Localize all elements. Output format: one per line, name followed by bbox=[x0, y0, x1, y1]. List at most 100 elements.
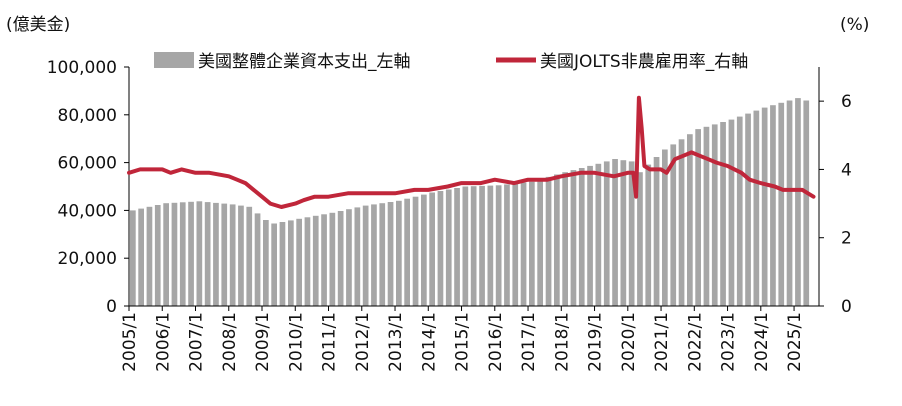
bar bbox=[745, 113, 751, 306]
x-tick-label: 2025/1 bbox=[785, 312, 805, 372]
bar bbox=[312, 215, 319, 306]
right-tick-label: 0 bbox=[841, 297, 852, 317]
x-tick-label: 2017/1 bbox=[519, 312, 539, 372]
bar bbox=[529, 181, 535, 306]
bar bbox=[188, 201, 194, 306]
bar bbox=[279, 222, 286, 306]
x-tick-label: 2005/1 bbox=[120, 312, 140, 372]
right-axis-unit: (%) bbox=[840, 15, 869, 35]
bar bbox=[263, 220, 269, 306]
bar bbox=[545, 176, 552, 306]
hiring-rate-line bbox=[127, 95, 816, 209]
bar bbox=[637, 172, 643, 306]
bar bbox=[512, 183, 519, 306]
legend-line-label: 美國JOLTS非農雇用率_右軸 bbox=[540, 52, 748, 72]
bar bbox=[487, 185, 494, 306]
bar bbox=[246, 206, 253, 306]
bar bbox=[587, 165, 593, 306]
left-tick-label: 60,000 bbox=[58, 154, 117, 174]
bar bbox=[770, 105, 776, 306]
bar bbox=[387, 202, 394, 306]
x-tick-label: 2010/1 bbox=[286, 312, 306, 372]
bar bbox=[495, 185, 502, 306]
x-tick-label: 2023/1 bbox=[719, 312, 739, 372]
bar bbox=[130, 210, 136, 306]
bar bbox=[612, 159, 618, 306]
bar bbox=[537, 179, 543, 306]
line-series bbox=[127, 95, 816, 209]
bar bbox=[462, 186, 469, 306]
x-tick-label: 2020/1 bbox=[619, 312, 639, 372]
bar bbox=[578, 168, 585, 306]
bar bbox=[213, 202, 219, 306]
x-tick-label: 2024/1 bbox=[752, 312, 772, 372]
bar bbox=[288, 220, 294, 306]
bar bbox=[470, 186, 477, 306]
bar bbox=[321, 214, 327, 306]
bar bbox=[803, 100, 810, 306]
tick-labels: 0 20,000 40,000 60,000 80,000 100,000 0 2 4 6 2005… bbox=[47, 58, 852, 372]
x-tick-label: 2009/1 bbox=[253, 312, 273, 372]
bar bbox=[379, 203, 386, 306]
left-tick-label: 0 bbox=[106, 297, 117, 317]
bar bbox=[454, 188, 460, 306]
bar bbox=[628, 161, 635, 306]
x-tick-label: 2015/1 bbox=[453, 312, 473, 372]
right-tick-label: 2 bbox=[841, 229, 852, 249]
bar bbox=[371, 204, 377, 306]
x-tick-label: 2016/1 bbox=[486, 312, 506, 372]
bar bbox=[221, 203, 228, 306]
legend-bar-label: 美國整體企業資本支出_左軸 bbox=[198, 52, 411, 72]
bar bbox=[396, 200, 402, 306]
bar bbox=[204, 202, 211, 306]
bar bbox=[196, 201, 203, 306]
bar bbox=[761, 107, 768, 306]
bar bbox=[354, 207, 361, 306]
bar bbox=[271, 223, 277, 306]
bar bbox=[595, 163, 602, 306]
bar bbox=[479, 185, 485, 306]
bar bbox=[412, 196, 419, 306]
x-tick-label: 2018/1 bbox=[552, 312, 572, 372]
legend: 美國整體企業資本支出_左軸 美國JOLTS非農雇用率_右軸 bbox=[154, 52, 748, 72]
bar bbox=[421, 194, 427, 306]
x-tick-label: 2008/1 bbox=[220, 312, 240, 372]
bar bbox=[670, 144, 677, 306]
bar bbox=[163, 203, 169, 306]
bar bbox=[445, 189, 452, 306]
bar bbox=[711, 124, 718, 307]
x-tick-label: 2022/1 bbox=[685, 312, 705, 372]
bar bbox=[620, 160, 627, 306]
bar bbox=[720, 122, 726, 306]
x-tick-label: 2019/1 bbox=[586, 312, 606, 372]
bar bbox=[645, 164, 652, 306]
bar bbox=[238, 205, 244, 306]
bar bbox=[687, 134, 693, 306]
bar bbox=[753, 110, 760, 306]
bar bbox=[154, 205, 161, 306]
left-axis-unit: (億美金) bbox=[6, 15, 70, 35]
x-tick-label: 2007/1 bbox=[187, 312, 207, 372]
bar bbox=[337, 211, 344, 306]
axes bbox=[128, 67, 820, 307]
bar bbox=[362, 205, 369, 306]
x-tick-label: 2014/1 bbox=[419, 312, 439, 372]
bar bbox=[171, 202, 178, 306]
left-tick-label: 100,000 bbox=[47, 58, 117, 78]
bar bbox=[329, 212, 336, 306]
bar bbox=[429, 192, 435, 306]
x-tick-label: 2011/1 bbox=[320, 312, 340, 372]
x-tick-label: 2021/1 bbox=[652, 312, 672, 372]
bar bbox=[404, 198, 410, 306]
x-tick-label: 2006/1 bbox=[153, 312, 173, 372]
bar bbox=[570, 170, 577, 306]
right-tick-label: 6 bbox=[841, 92, 852, 112]
bar bbox=[653, 157, 660, 306]
bar bbox=[296, 218, 302, 306]
bar bbox=[554, 174, 560, 306]
bar bbox=[254, 213, 261, 306]
bar-series bbox=[130, 98, 810, 307]
x-tick-label: 2013/1 bbox=[386, 312, 406, 372]
bar bbox=[695, 129, 701, 306]
